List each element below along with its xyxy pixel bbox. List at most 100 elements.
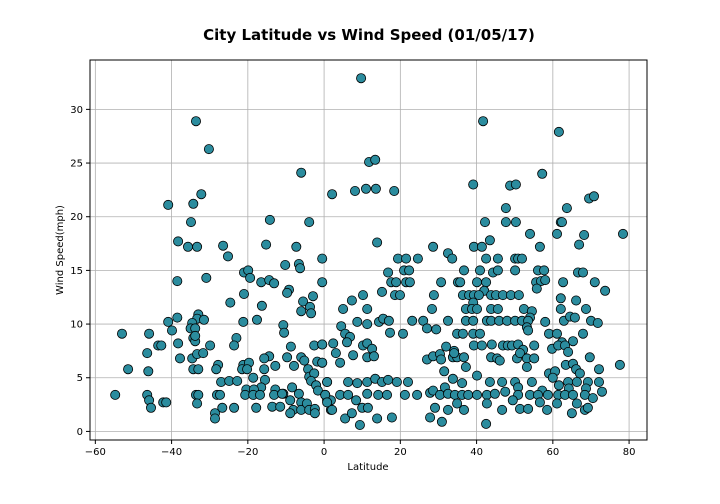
data-point [471, 370, 482, 381]
data-point [481, 253, 492, 264]
data-point [270, 360, 281, 371]
data-point [500, 217, 511, 228]
data-point [142, 348, 153, 359]
data-point [251, 314, 262, 325]
data-point [474, 328, 485, 339]
data-point [352, 316, 363, 327]
data-point [540, 275, 551, 286]
data-point [372, 413, 383, 424]
y-axis-label: Wind Speed(mph) [55, 205, 66, 295]
data-point [259, 364, 270, 375]
data-point [479, 217, 490, 228]
data-point [222, 251, 233, 262]
data-point [492, 265, 503, 276]
data-point [458, 352, 469, 363]
data-point [578, 328, 589, 339]
data-point [523, 325, 534, 336]
data-points [110, 73, 629, 430]
data-point [349, 185, 360, 196]
data-point [600, 285, 611, 296]
data-point [478, 116, 489, 127]
data-point [343, 376, 354, 387]
data-point [582, 402, 593, 413]
data-point [238, 288, 249, 299]
data-point [209, 413, 220, 424]
data-point [275, 401, 286, 412]
data-point [389, 185, 400, 196]
data-point [245, 272, 256, 283]
data-point [327, 189, 338, 200]
data-point [481, 277, 492, 288]
data-point [486, 339, 497, 350]
data-point [552, 328, 563, 339]
data-point [156, 340, 167, 351]
data-point [457, 328, 468, 339]
data-point [540, 316, 551, 327]
data-point [211, 364, 222, 375]
data-point [407, 315, 418, 326]
data-point [225, 297, 236, 308]
data-point [553, 126, 564, 137]
data-point [525, 228, 536, 239]
data-point [594, 364, 605, 375]
data-point [309, 408, 320, 419]
data-point [242, 364, 253, 375]
data-point [299, 355, 310, 366]
data-point [163, 316, 174, 327]
data-point [553, 380, 564, 391]
data-point [594, 376, 605, 387]
data-point [471, 277, 482, 288]
data-point [521, 361, 532, 372]
x-axis-label: Latitude [347, 462, 388, 473]
x-tick-label: 40 [470, 447, 483, 458]
data-point [317, 277, 328, 288]
x-tick-label: −60 [85, 447, 106, 458]
data-point [473, 290, 484, 301]
data-point [282, 287, 293, 298]
x-tick-label: 20 [394, 447, 407, 458]
data-point [391, 277, 402, 288]
x-tick-label: 0 [321, 447, 327, 458]
data-point [123, 364, 134, 375]
data-point [447, 373, 458, 384]
data-point [597, 386, 608, 397]
data-point [196, 189, 207, 200]
data-point [261, 239, 272, 250]
data-point [561, 203, 572, 214]
data-point [452, 398, 463, 409]
data-point [296, 167, 307, 178]
data-point [376, 286, 387, 297]
data-point [269, 278, 280, 289]
data-point [500, 386, 511, 397]
data-point [285, 395, 296, 406]
data-point [306, 308, 317, 319]
data-point [618, 228, 629, 239]
data-point [264, 214, 275, 225]
data-point [185, 217, 196, 228]
data-point [397, 328, 408, 339]
data-point [497, 376, 508, 387]
data-point [384, 327, 395, 338]
data-point [356, 73, 367, 84]
plot-frame [89, 59, 648, 441]
data-point [517, 253, 528, 264]
data-point [404, 277, 415, 288]
y-axis-ticks: 0 5 10 15 20 25 30 [70, 105, 90, 438]
data-point [163, 199, 174, 210]
data-point [526, 376, 537, 387]
data-point [143, 366, 154, 377]
data-point [436, 416, 447, 427]
data-point [238, 316, 249, 327]
data-point [190, 330, 201, 341]
data-point [391, 376, 402, 387]
y-tick-label: 20 [70, 212, 83, 223]
data-point [362, 303, 373, 314]
data-point [360, 183, 371, 194]
data-point [383, 267, 394, 278]
data-point [552, 398, 563, 409]
data-point [373, 389, 384, 400]
data-point [110, 389, 121, 400]
data-point [510, 179, 521, 190]
data-point [404, 265, 415, 276]
data-point [193, 364, 204, 375]
